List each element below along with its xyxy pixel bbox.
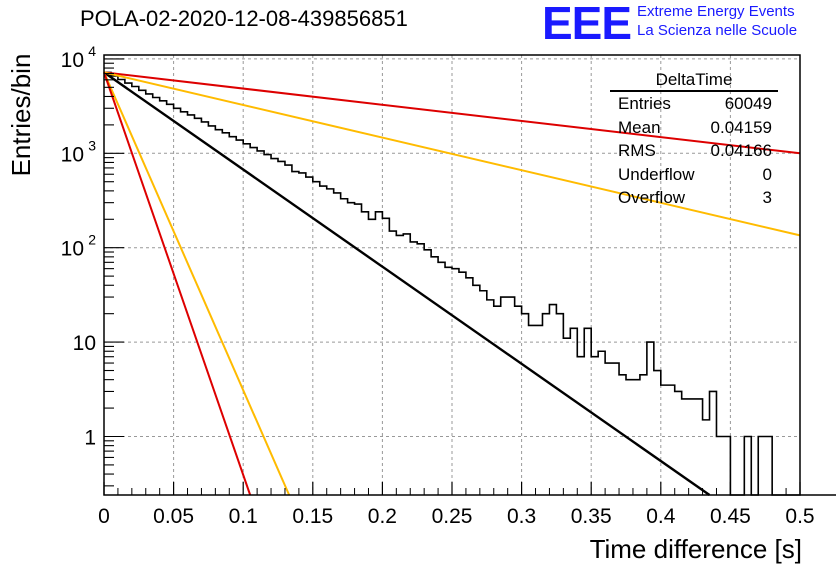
stats-row: RMS 0.04166 xyxy=(618,141,772,160)
chart-title: POLA-02-2020-12-08-439856851 xyxy=(80,6,408,31)
y-tick-exponent: 3 xyxy=(88,137,96,153)
fit-line xyxy=(103,72,252,496)
stats-box: DeltaTime Entries 60049 Mean 0.04159 RMS 0.… xyxy=(610,70,778,210)
y-tick-exponent: 2 xyxy=(88,232,96,248)
stats-row: Overflow 3 xyxy=(618,188,772,207)
x-axis-label: Time difference [s] xyxy=(589,534,802,564)
x-tick-label: 0.15 xyxy=(292,505,333,528)
y-tick-label: 10 xyxy=(61,238,84,261)
y-tick-exponent: 4 xyxy=(88,43,96,59)
fit-line xyxy=(103,71,291,496)
x-tick-label: 0.25 xyxy=(432,505,473,528)
fit-lines xyxy=(103,71,801,496)
histogram xyxy=(104,71,836,496)
fit-line xyxy=(103,71,711,496)
x-tick-label: 0 xyxy=(98,505,110,528)
y-tick-label: 10 xyxy=(61,49,84,72)
y-tick-label: 10 xyxy=(73,332,96,355)
x-tick-label: 0.5 xyxy=(785,505,814,528)
stats-row: Mean 0.04159 xyxy=(618,117,772,137)
histogram-outline xyxy=(104,71,836,496)
fit-line xyxy=(103,71,801,155)
y-tick-label: 1 xyxy=(84,426,96,449)
eee-logo: EEE xyxy=(542,0,632,49)
x-tick-label: 0.4 xyxy=(646,505,676,528)
x-axis: 0 0.05 0.1 0.15 0.2 0.25 0.3 0.35 0.4 0.45 0.5 xyxy=(98,482,815,528)
x-tick-label: 0.1 xyxy=(229,505,258,528)
x-tick-label: 0.3 xyxy=(507,505,536,528)
logo-line-2: La Scienza nelle Scuole xyxy=(637,22,798,39)
stats-title: DeltaTime xyxy=(610,70,778,92)
logo-line-1: Extreme Energy Events xyxy=(637,3,795,20)
stats-row: Entries 60049 xyxy=(618,94,772,113)
y-tick-label: 10 xyxy=(61,143,84,166)
x-tick-label: 0.35 xyxy=(571,505,612,528)
grid-lines xyxy=(104,55,800,495)
x-tick-label: 0.05 xyxy=(153,505,194,528)
x-tick-label: 0.45 xyxy=(710,505,751,528)
x-tick-label: 0.2 xyxy=(368,505,397,528)
fit-line xyxy=(103,71,801,237)
y-axis-label: Entries/bin xyxy=(6,53,36,177)
stats-row: Underflow 0 xyxy=(618,164,772,184)
